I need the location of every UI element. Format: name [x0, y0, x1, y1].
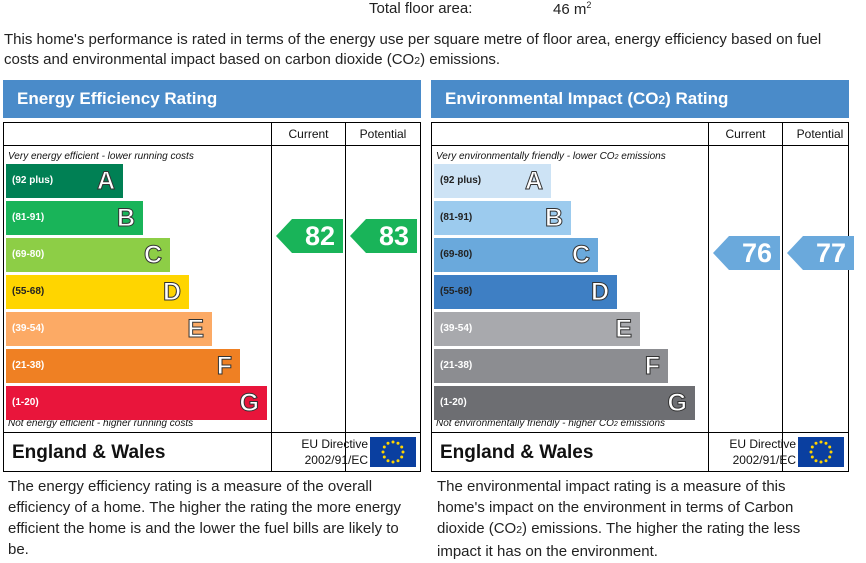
eu-directive: EU Directive 2002/91/EC: [301, 437, 368, 467]
band-range: (39-54): [12, 323, 45, 334]
band-letter: E: [187, 315, 205, 344]
band-letter: F: [216, 352, 232, 381]
rating-band-e: (39-54) E: [434, 312, 640, 346]
rating-band-g: (1-20) G: [434, 386, 695, 420]
band-letter: C: [571, 241, 590, 270]
efficiency-description: The energy efficiency rating is a measur…: [8, 478, 402, 558]
eu-directive: EU Directive 2002/91/EC: [729, 437, 796, 467]
environmental-description: The environmental impact rating is a mea…: [437, 478, 801, 560]
chart-footer: England & Wales EU Directive 2002/91/EC: [432, 432, 848, 471]
eu-flag-icon: [370, 437, 416, 467]
rating-band-a: (92 plus) A: [6, 164, 123, 198]
band-range: (1-20): [440, 397, 467, 408]
band-range: (69-80): [440, 249, 473, 260]
top-note: Very environmentally friendly - lower CO…: [436, 151, 666, 162]
band-letter: D: [162, 278, 181, 307]
potential-rating-arrow: 83: [350, 219, 417, 253]
energy-efficiency-chart: Current Potential Very energy efficient …: [3, 122, 421, 472]
band-letter: D: [590, 278, 609, 307]
rating-band-g: (1-20) G: [6, 386, 267, 420]
band-letter: C: [143, 241, 162, 270]
rating-band-a: (92 plus) A: [434, 164, 551, 198]
band-letter: B: [544, 204, 563, 233]
environmental-impact-title: Environmental Impact (CO2) Rating: [431, 80, 849, 118]
header-divider: [432, 145, 848, 146]
rating-band-c: (69-80) C: [434, 238, 598, 272]
band-range: (55-68): [440, 286, 473, 297]
energy-efficiency-panel: Energy Efficiency Rating Current Potenti…: [3, 80, 421, 472]
band-range: (55-68): [12, 286, 45, 297]
region-label: England & Wales: [12, 442, 166, 463]
header-divider: [4, 145, 420, 146]
band-letter: A: [524, 167, 543, 196]
band-letter: E: [615, 315, 633, 344]
band-range: (81-91): [12, 212, 45, 223]
rating-band-d: (55-68) D: [434, 275, 617, 309]
top-note: Very energy efficient - lower running co…: [8, 151, 194, 162]
potential-rating-arrow: 77: [787, 236, 854, 270]
band-letter: B: [116, 204, 135, 233]
column-current-header: Current: [725, 127, 766, 141]
floor-area-label: Total floor area:: [369, 0, 473, 17]
band-range: (1-20): [12, 397, 39, 408]
energy-efficiency-title: Energy Efficiency Rating: [3, 80, 421, 118]
band-range: (39-54): [440, 323, 473, 334]
column-divider: [782, 123, 783, 471]
intro-text: This home's performance is rated in term…: [4, 31, 822, 68]
rating-band-f: (21-38) F: [434, 349, 668, 383]
environmental-impact-chart: Current Potential Very environmentally f…: [431, 122, 854, 472]
column-divider: [345, 123, 346, 471]
band-letter: A: [96, 167, 115, 196]
rating-band-b: (81-91) B: [434, 201, 571, 235]
rating-band-c: (69-80) C: [6, 238, 170, 272]
rating-band-b: (81-91) B: [6, 201, 143, 235]
rating-band-f: (21-38) F: [6, 349, 240, 383]
column-divider: [271, 123, 272, 471]
band-letter: G: [239, 389, 259, 418]
column-potential-header: Potential: [359, 127, 407, 141]
rating-band-d: (55-68) D: [6, 275, 189, 309]
region-label: England & Wales: [440, 442, 594, 463]
current-rating-arrow: 82: [276, 219, 343, 253]
bottom-note: Not energy efficient - higher running co…: [8, 418, 194, 429]
band-range: (92 plus): [440, 175, 482, 186]
column-current-header: Current: [288, 127, 329, 141]
chart-footer: England & Wales EU Directive 2002/91/EC: [4, 432, 420, 471]
column-potential-header: Potential: [796, 127, 844, 141]
column-divider: [708, 123, 709, 471]
band-range: (21-38): [12, 360, 45, 371]
current-rating-arrow: 76: [713, 236, 780, 270]
eu-flag-icon: [798, 437, 844, 467]
rating-band-e: (39-54) E: [6, 312, 212, 346]
band-letter: G: [667, 389, 687, 418]
band-range: (69-80): [12, 249, 45, 260]
band-letter: F: [644, 352, 660, 381]
floor-area: Total floor area: 46 m2: [369, 0, 591, 18]
band-range: (21-38): [440, 360, 473, 371]
band-range: (81-91): [440, 212, 473, 223]
band-range: (92 plus): [12, 175, 54, 186]
floor-area-value: 46 m2: [553, 0, 592, 18]
environmental-impact-panel: Environmental Impact (CO2) Rating Curren…: [431, 80, 854, 472]
bottom-note: Not environmentally friendly - higher CO…: [436, 418, 666, 429]
